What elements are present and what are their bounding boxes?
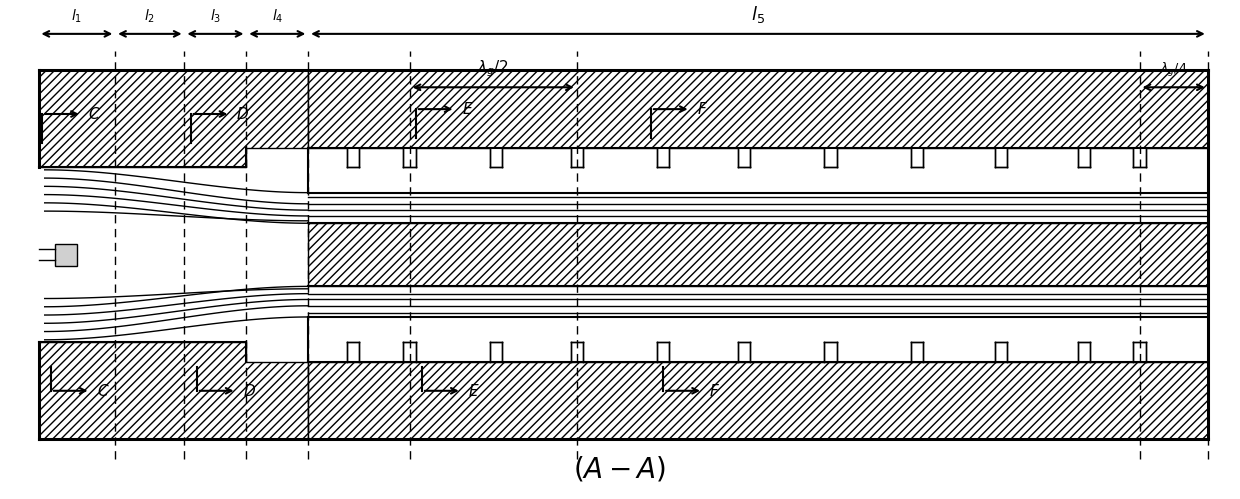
Text: $C$: $C$ xyxy=(97,383,109,399)
Bar xyxy=(490,342,502,362)
Bar xyxy=(825,342,837,362)
Bar xyxy=(309,362,1208,439)
Bar xyxy=(1133,148,1146,167)
Bar xyxy=(825,148,837,167)
Text: $E$: $E$ xyxy=(461,101,474,117)
Text: $F$: $F$ xyxy=(709,383,720,399)
Bar xyxy=(403,148,415,167)
Bar xyxy=(910,342,923,362)
Bar xyxy=(403,342,415,362)
Bar xyxy=(490,148,502,167)
Text: $F$: $F$ xyxy=(697,101,708,117)
Bar xyxy=(1078,342,1090,362)
Text: $\lambda_g / 2$: $\lambda_g / 2$ xyxy=(477,58,510,78)
Text: $l_5$: $l_5$ xyxy=(751,4,765,25)
Bar xyxy=(1133,342,1146,362)
Text: $\lambda_g / 4$: $\lambda_g / 4$ xyxy=(1159,60,1188,78)
Bar xyxy=(738,342,750,362)
Bar xyxy=(570,342,583,362)
Bar xyxy=(994,148,1007,167)
Polygon shape xyxy=(38,342,309,439)
Text: $D$: $D$ xyxy=(243,383,255,399)
Text: $l_2$: $l_2$ xyxy=(144,7,155,25)
Bar xyxy=(346,148,358,167)
Bar xyxy=(910,148,923,167)
Text: $l_1$: $l_1$ xyxy=(72,7,82,25)
Bar xyxy=(657,148,670,167)
Text: $D$: $D$ xyxy=(237,106,249,122)
Bar xyxy=(1078,148,1090,167)
Bar xyxy=(657,342,670,362)
Bar xyxy=(570,148,583,167)
Text: $l_3$: $l_3$ xyxy=(210,7,221,25)
Bar xyxy=(309,70,1208,148)
Bar xyxy=(994,342,1007,362)
Bar xyxy=(346,342,358,362)
Text: $E$: $E$ xyxy=(467,383,480,399)
Bar xyxy=(738,148,750,167)
Text: $l_4$: $l_4$ xyxy=(272,7,283,25)
Text: $(A-A)$: $(A-A)$ xyxy=(573,454,667,483)
Polygon shape xyxy=(38,70,309,167)
Bar xyxy=(309,223,1208,286)
Text: $C$: $C$ xyxy=(88,106,100,122)
Bar xyxy=(55,244,77,266)
